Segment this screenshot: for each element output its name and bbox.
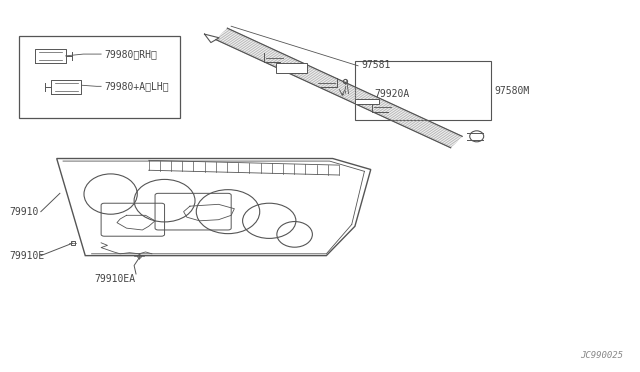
Text: JC990025: JC990025 xyxy=(580,351,623,360)
Bar xyxy=(19,36,180,118)
Text: 79910: 79910 xyxy=(9,207,38,217)
Text: 79910EA: 79910EA xyxy=(95,275,136,285)
Text: 79920A: 79920A xyxy=(374,89,409,99)
Text: 79980〈RH〉: 79980〈RH〉 xyxy=(104,49,157,59)
Text: 97580M: 97580M xyxy=(495,86,530,96)
Text: 79910E: 79910E xyxy=(9,251,44,261)
Bar xyxy=(276,63,307,73)
Text: 97581: 97581 xyxy=(361,60,390,70)
Text: 79980+A〈LH〉: 79980+A〈LH〉 xyxy=(104,81,169,92)
Bar xyxy=(355,61,492,120)
Bar xyxy=(355,99,379,104)
